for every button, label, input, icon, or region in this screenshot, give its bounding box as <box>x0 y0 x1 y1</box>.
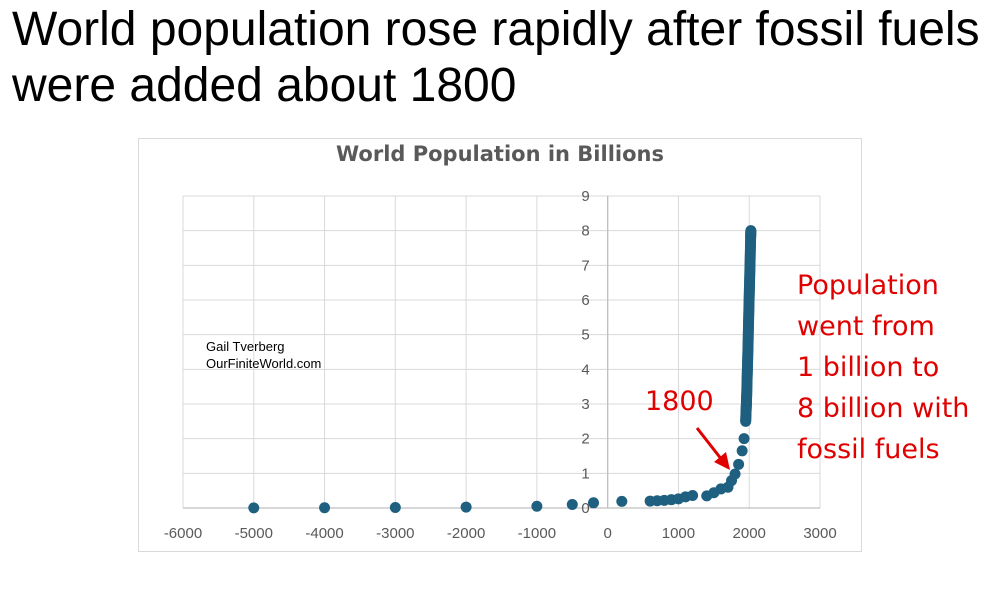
population-callout: Population went from 1 billion to 8 bill… <box>797 265 997 470</box>
data-point <box>460 501 472 513</box>
y-tick-label: 9 <box>581 188 589 205</box>
data-point <box>248 502 260 514</box>
y-tick-label: 2 <box>581 431 589 448</box>
data-point <box>588 497 600 509</box>
arrow-1800-head <box>714 452 730 470</box>
data-point <box>738 433 750 445</box>
data-point <box>729 468 741 480</box>
slide-headline: World population rose rapidly after foss… <box>12 3 980 112</box>
y-tick-label: 3 <box>581 396 589 413</box>
y-tick-label: 5 <box>581 327 589 344</box>
y-tick-label: 6 <box>581 292 589 309</box>
x-tick-label: -3000 <box>376 525 414 542</box>
y-tick-label: 7 <box>581 257 589 274</box>
callout-line-4: 8 billion with <box>797 393 970 424</box>
x-tick-label: 3000 <box>803 525 836 542</box>
data-point <box>389 502 401 514</box>
data-point <box>616 495 628 507</box>
arrow-1800-shaft <box>695 427 724 461</box>
y-tick-label: 8 <box>581 223 589 240</box>
axes <box>183 196 820 509</box>
x-tick-label: 0 <box>603 525 611 542</box>
x-tick-label: -4000 <box>305 525 343 542</box>
website-credit: OurFiniteWorld.com <box>206 356 322 371</box>
x-tick-label: 2000 <box>733 525 766 542</box>
x-tick-label: 1000 <box>662 525 695 542</box>
data-point <box>531 500 543 512</box>
y-tick-label: 4 <box>581 361 589 378</box>
callout-line-5: fossil fuels <box>797 434 940 465</box>
data-points <box>248 225 757 514</box>
year-1800-label: 1800 <box>645 386 714 417</box>
data-point <box>566 499 578 511</box>
data-point <box>736 445 748 457</box>
x-tick-label: -6000 <box>164 525 202 542</box>
annotation-arrow <box>695 427 730 470</box>
x-tick-label: -1000 <box>518 525 556 542</box>
data-point <box>319 502 331 514</box>
x-tick-label: -2000 <box>447 525 485 542</box>
callout-line-1: Population <box>797 270 939 301</box>
data-point <box>745 226 757 238</box>
gridlines <box>182 195 821 509</box>
data-point <box>733 458 745 470</box>
callout-line-3: 1 billion to <box>797 352 940 383</box>
chart-title: World Population in Billions <box>336 142 664 166</box>
tick-labels: -6000 -5000 -4000 -3000 -2000 -1000 0 1000 2000 3… <box>164 188 837 542</box>
data-point <box>687 490 699 502</box>
y-tick-label: 0 <box>581 500 589 517</box>
author-credit: Gail Tverberg <box>206 339 285 354</box>
y-tick-label: 1 <box>581 465 589 482</box>
chart-area <box>138 138 862 552</box>
callout-line-2: went from <box>797 311 935 342</box>
x-tick-label: -5000 <box>235 525 273 542</box>
